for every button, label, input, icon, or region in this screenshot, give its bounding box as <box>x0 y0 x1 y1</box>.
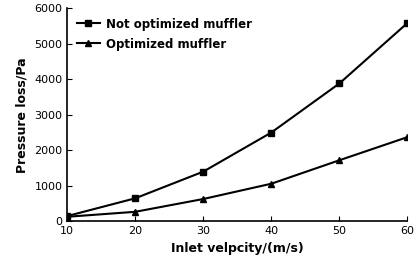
Line: Optimized muffler: Optimized muffler <box>64 134 411 220</box>
Y-axis label: Pressure loss/Pa: Pressure loss/Pa <box>16 57 29 173</box>
Optimized muffler <box>405 136 410 139</box>
Not optimized muffler <box>201 170 206 173</box>
Not optimized muffler <box>337 82 342 85</box>
Legend: Not optimized muffler, Optimized muffler: Not optimized muffler, Optimized muffler <box>73 14 256 54</box>
Not optimized muffler <box>65 214 70 218</box>
Optimized muffler <box>337 159 342 162</box>
Not optimized muffler <box>405 21 410 25</box>
Optimized muffler <box>269 182 274 185</box>
Optimized muffler <box>133 210 138 213</box>
Optimized muffler <box>65 215 70 218</box>
X-axis label: Inlet velpcity/(m/s): Inlet velpcity/(m/s) <box>171 242 304 255</box>
Not optimized muffler <box>133 197 138 200</box>
Line: Not optimized muffler: Not optimized muffler <box>64 19 411 220</box>
Not optimized muffler <box>269 131 274 134</box>
Optimized muffler <box>201 197 206 201</box>
